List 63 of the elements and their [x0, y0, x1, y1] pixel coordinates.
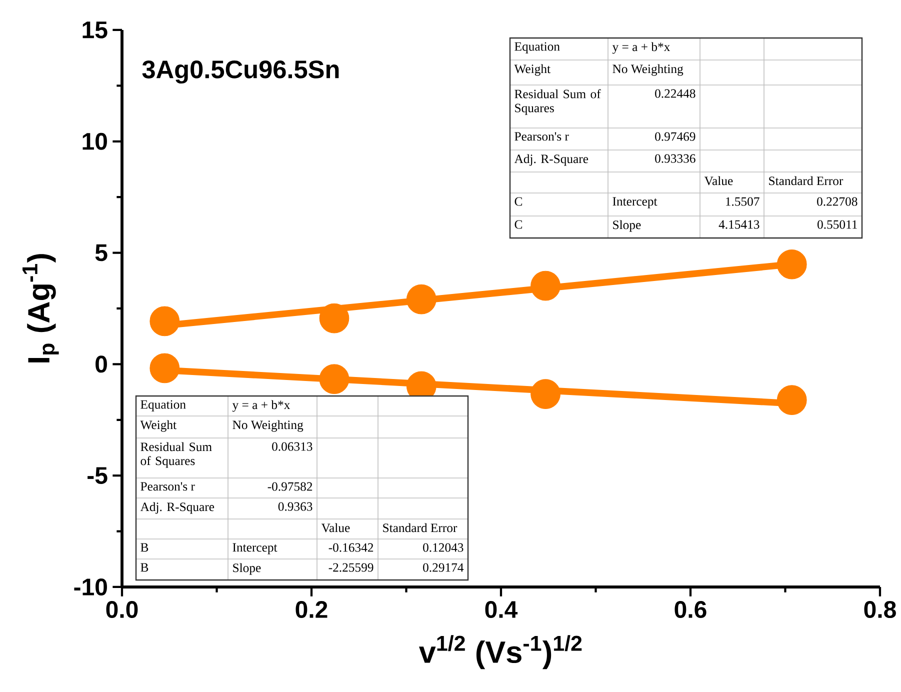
annotation: y = a + b*x — [612, 42, 670, 54]
annotation: Adj. R-Square — [514, 154, 588, 166]
annotation: -0.16342 — [328, 543, 374, 552]
annotation: Slope — [233, 563, 261, 575]
annotation: Value — [704, 176, 733, 186]
point — [530, 379, 560, 409]
point — [530, 270, 560, 301]
annotation: Adj. R-Square — [140, 502, 214, 514]
point — [776, 249, 807, 280]
annotation: 0.29174 — [423, 563, 464, 572]
annotation: Intercept — [232, 543, 278, 554]
y-tick-label: 0 — [96, 356, 107, 373]
text: 3Ag0.5Cu96.5Sn — [142, 60, 339, 84]
annotation: Equation — [514, 42, 560, 54]
point — [776, 385, 807, 415]
x-tick-label: 0.6 — [674, 601, 706, 618]
annotation: Weight — [514, 64, 550, 76]
annotation: 0.12043 — [423, 543, 464, 552]
point — [319, 303, 350, 334]
annotation: Equation — [140, 400, 186, 412]
y-tick-label: 5 — [95, 244, 108, 262]
y-tick-label: 15 — [82, 22, 108, 38]
annotation: No Weighting — [232, 420, 304, 432]
x-tick-label: 0.0 — [106, 601, 138, 618]
annotation: B — [140, 563, 148, 572]
point — [319, 364, 350, 394]
point — [150, 306, 180, 336]
x-tick-label: 0.2 — [296, 601, 328, 618]
annotation: Slope — [613, 220, 641, 232]
annotation: 0.22448 — [655, 89, 696, 98]
annotation: 0.9363 — [278, 502, 312, 511]
annotation: 0.06313 — [272, 442, 312, 451]
annotation: -2.25599 — [328, 563, 374, 572]
annotation: C — [514, 220, 522, 229]
annotation: Intercept — [612, 197, 658, 208]
annotation: B — [140, 543, 148, 552]
point — [150, 353, 180, 384]
annotation: Weight — [140, 420, 176, 432]
point — [406, 284, 436, 314]
annotation: Pearson's r — [140, 482, 195, 491]
x-tick-label: 0.4 — [485, 601, 518, 618]
annotation: 4.15413 — [718, 220, 760, 229]
annotation: C — [514, 197, 522, 206]
x-axis-title: v$^{1/2}$ (Vs$^{-1}$)$^{1/2}$ — [418, 635, 582, 670]
annotation: 1.5507 — [726, 197, 760, 206]
annotation: Residual Sum of Squares — [140, 442, 212, 468]
annotation: 0.55011 — [818, 220, 857, 229]
annotation: 0.22708 — [817, 197, 858, 206]
annotation: Standard Error — [769, 176, 844, 186]
annotation: Standard Error — [383, 523, 458, 532]
annotation: Pearson's r — [514, 132, 569, 141]
annotation: y = a + b*x — [232, 400, 290, 412]
y-axis-title: I$_{p}$ (Ag$^{-1}$) — [22, 254, 59, 362]
y-tick-label: -5 — [88, 467, 108, 484]
y-tick-label: -10 — [74, 578, 107, 596]
x-tick-label: 0.8 — [864, 601, 896, 618]
y-tick-label: 10 — [82, 132, 107, 150]
annotation: 0.97469 — [655, 132, 696, 141]
annotation: 0.93336 — [655, 154, 696, 163]
annotation: -0.97582 — [268, 482, 312, 491]
annotation: No Weighting — [612, 64, 684, 76]
annotation: Value — [321, 523, 350, 532]
annotation: Residual Sum of Squares — [514, 89, 601, 115]
